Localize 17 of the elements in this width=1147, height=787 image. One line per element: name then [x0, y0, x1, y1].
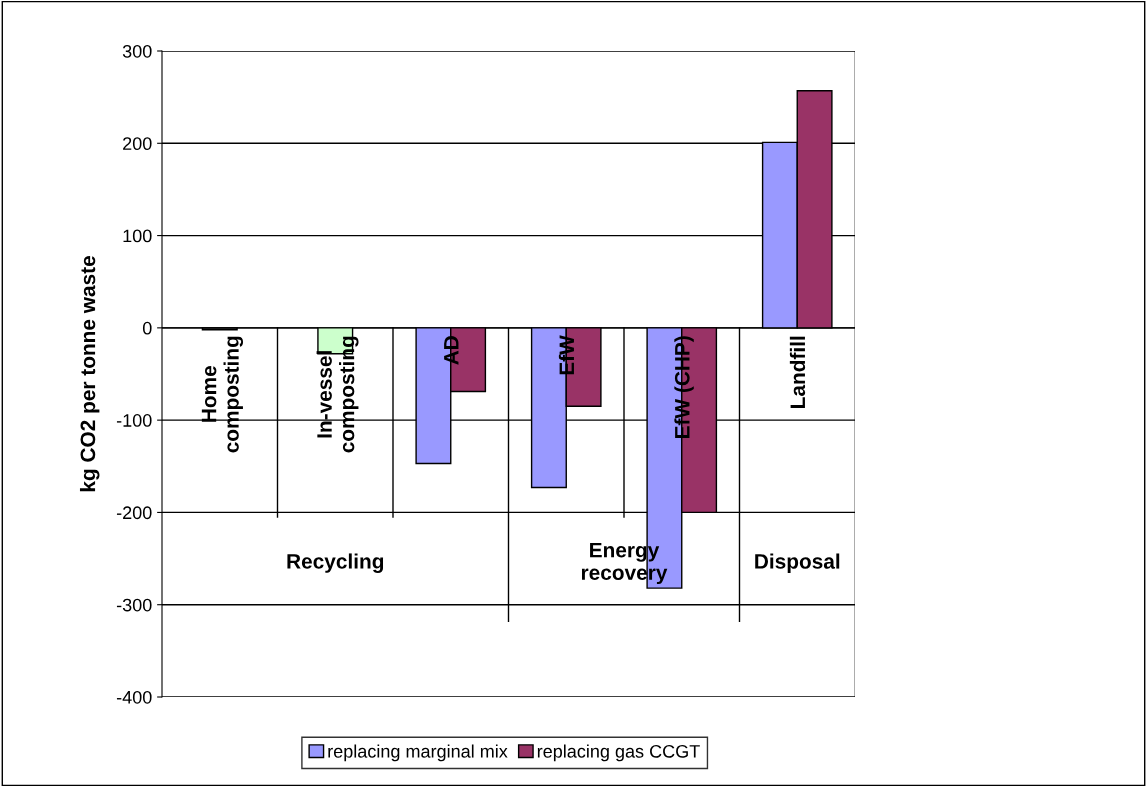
x-tick-label: EfW — [558, 335, 574, 375]
x-tick-label: Landfill — [789, 336, 806, 408]
annotation: Disposal — [755, 553, 840, 573]
legend-label: replacing marginal mix — [328, 744, 508, 762]
y-tick-label: 200 — [123, 137, 152, 151]
x-tick-label: Home composting — [201, 336, 244, 453]
y-tick-label: 300 — [122, 44, 152, 58]
y-tick-label: 0 — [142, 321, 152, 335]
y-tick-label: -100 — [116, 414, 152, 427]
y-axis-title: kg CO2 per tonne waste — [79, 256, 100, 492]
y-tick-label: 100 — [123, 229, 152, 243]
legend-label: replacing gas CCGT — [537, 744, 700, 762]
y-tick-label: -400 — [116, 690, 152, 704]
annotation: Recycling — [287, 553, 384, 573]
y-tick-label: -300 — [116, 598, 152, 612]
x-tick-label: In-vessel composting — [316, 336, 359, 453]
y-tick-label: -200 — [116, 506, 152, 520]
